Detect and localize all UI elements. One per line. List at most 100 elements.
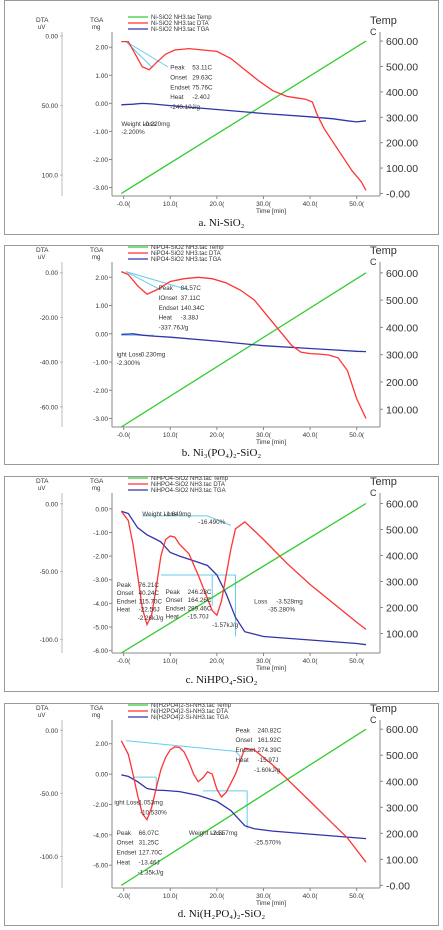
dta-series-line bbox=[120, 510, 367, 630]
dta-tick-label: -50.00 bbox=[40, 569, 59, 576]
temp-tick-label: 500.00 bbox=[386, 61, 418, 73]
legend-entry: NiHPO4-SiO2 NH3.tac DTA bbox=[151, 482, 225, 488]
annotation-line bbox=[125, 41, 169, 68]
x-tick-label: 10.0( bbox=[163, 432, 179, 439]
annotation-value: -22.56J bbox=[139, 607, 160, 614]
tga-tick-label: -2.00 bbox=[93, 157, 108, 164]
annotation-label: ight Loss bbox=[114, 799, 139, 806]
dta-tick-label: 0.00 bbox=[45, 501, 58, 508]
x-tick-label: 40.0( bbox=[303, 432, 319, 439]
x-tick-label: -0.0( bbox=[117, 658, 131, 665]
temp-tick-label: 200.00 bbox=[386, 828, 418, 840]
dta-series-line bbox=[121, 40, 367, 191]
time-axis-label: Time [min] bbox=[256, 208, 286, 215]
chart-panel-a: DTA uV TGA mg Temp C Time [min] -0.0(10.0(20.0(… bbox=[0, 0, 443, 235]
annotation-label: Onset bbox=[166, 597, 183, 604]
annotation-label: Onset bbox=[117, 590, 134, 597]
annotation-line bbox=[125, 740, 236, 752]
legend-entry: Ni-SiO2 NH3.tac DTA bbox=[151, 21, 209, 27]
annotation-label: Weight Loss bbox=[189, 830, 224, 837]
temp-axis-label: Temp bbox=[370, 245, 397, 257]
annotation-value: -1.60kJ/g bbox=[254, 767, 280, 774]
tga-unit-label: mg bbox=[92, 255, 100, 261]
chart-frame bbox=[4, 703, 439, 926]
tga-axis-label: TGA bbox=[90, 247, 104, 254]
legend-entry: Ni-SiO2 NH3.tac TGA bbox=[151, 27, 209, 33]
tga-tick-label: 1.00 bbox=[95, 73, 108, 80]
annotation-label: Heat bbox=[170, 94, 184, 101]
dta-series-line bbox=[120, 740, 367, 863]
tga-tick-label: -2.00 bbox=[93, 554, 108, 561]
temp-tick-label: 500.00 bbox=[386, 525, 418, 537]
annotation-value: -337.76J/g bbox=[159, 325, 189, 332]
annotation-label: Heat bbox=[159, 315, 173, 322]
temp-unit-label: C bbox=[370, 257, 377, 267]
legend-entry: NiHPO4-SiO2 NH3.tac TGA bbox=[151, 488, 226, 494]
annotation-line bbox=[125, 271, 162, 291]
dta-tick-label: -50.00 bbox=[40, 791, 59, 798]
temp-tick-label: 600.00 bbox=[386, 499, 418, 511]
annotation-label: Weight Loss bbox=[142, 511, 177, 518]
tga-tick-label: -1.00 bbox=[93, 129, 108, 136]
x-tick-label: 20.0( bbox=[209, 658, 225, 665]
temp-tick-label: -0.00 bbox=[386, 188, 410, 200]
temp-tick-label: 300.00 bbox=[386, 350, 418, 362]
chart-caption: c. NiHPO₄-SiO₂ bbox=[185, 674, 258, 686]
temp-tick-label: 600.00 bbox=[386, 268, 418, 280]
annotation-value: -1.35kJ/g bbox=[138, 869, 164, 876]
x-tick-label: 50.0( bbox=[349, 658, 365, 665]
dta-tick-label: -40.00 bbox=[40, 360, 59, 367]
x-tick-label: 30.0( bbox=[256, 201, 272, 208]
x-tick-label: 20.0( bbox=[209, 893, 225, 900]
annotation-value: 164.26C bbox=[188, 597, 212, 604]
legend-entry: Ni-SiO2 NH3.tac Temp bbox=[151, 15, 212, 21]
tga-tick-label: 0.00 bbox=[95, 331, 108, 338]
annotation-label: IOnset bbox=[159, 295, 178, 302]
annotation-value: -1.053mg bbox=[136, 799, 163, 806]
annotation-label: Onset bbox=[170, 75, 187, 82]
x-tick-label: -0.0( bbox=[117, 893, 131, 900]
tga-tick-label: -5.00 bbox=[93, 625, 108, 632]
annotation-value: -10.530% bbox=[140, 809, 167, 816]
annotation-value: 161.92C bbox=[258, 737, 282, 744]
tga-series-line bbox=[121, 102, 367, 123]
annotation-value: 274.39C bbox=[258, 747, 282, 754]
annotation-value: -3.528mg bbox=[276, 598, 303, 605]
temp-axis-label: Temp bbox=[370, 476, 397, 488]
chart-panel-d: DTA uV TGA mg Temp C Time [min] -0.0(10.0(20.0(… bbox=[0, 703, 443, 926]
annotation-label: Weight Loss bbox=[121, 121, 156, 128]
temp-tick-label: 400.00 bbox=[386, 322, 418, 334]
annotation-label: Heat bbox=[117, 859, 131, 866]
temp-tick-label: 500.00 bbox=[386, 295, 418, 307]
legend-entry: NiPO4-SiO2 NH3.tac Temp bbox=[151, 245, 224, 251]
annotation-value: -16.490% bbox=[198, 519, 225, 526]
tga-tick-label: 2.00 bbox=[95, 741, 108, 748]
dta-unit-label: uV bbox=[38, 255, 45, 261]
annotation-label: Endset bbox=[166, 605, 186, 612]
tga-axis-label: TGA bbox=[90, 17, 104, 24]
x-tick-label: 20.0( bbox=[209, 432, 225, 439]
dta-tick-label: 0.00 bbox=[45, 270, 58, 277]
annotation-value: 37.11C bbox=[181, 295, 201, 302]
temp-unit-label: C bbox=[370, 27, 377, 37]
tga-tick-label: -1.00 bbox=[93, 530, 108, 537]
tga-tick-label: 0.00 bbox=[95, 506, 108, 513]
x-tick-label: 10.0( bbox=[163, 658, 179, 665]
tga-tick-label: 2.00 bbox=[95, 45, 108, 52]
tga-axis-label: TGA bbox=[90, 478, 104, 485]
temp-tick-label: 100.00 bbox=[386, 854, 418, 866]
x-tick-label: 10.0( bbox=[163, 893, 179, 900]
annotation-label: Endset bbox=[170, 84, 190, 91]
annotation-label: ight Loss bbox=[117, 351, 142, 358]
annotation-value: 84.57C bbox=[181, 285, 202, 292]
annotation-value: -15.70J bbox=[188, 614, 209, 621]
annotation-value: -1.57kJ/g bbox=[212, 622, 238, 629]
tga-tick-label: -4.00 bbox=[93, 601, 108, 608]
temp-tick-label: 200.00 bbox=[386, 138, 418, 150]
temp-tick-label: 400.00 bbox=[386, 87, 418, 99]
temp-tick-label: 300.00 bbox=[386, 577, 418, 589]
annotation-value: 31.25C bbox=[139, 840, 160, 847]
annotation-line bbox=[207, 515, 232, 526]
annotation-value: 29.63C bbox=[192, 75, 213, 82]
annotation-value: 140.34C bbox=[181, 305, 205, 312]
